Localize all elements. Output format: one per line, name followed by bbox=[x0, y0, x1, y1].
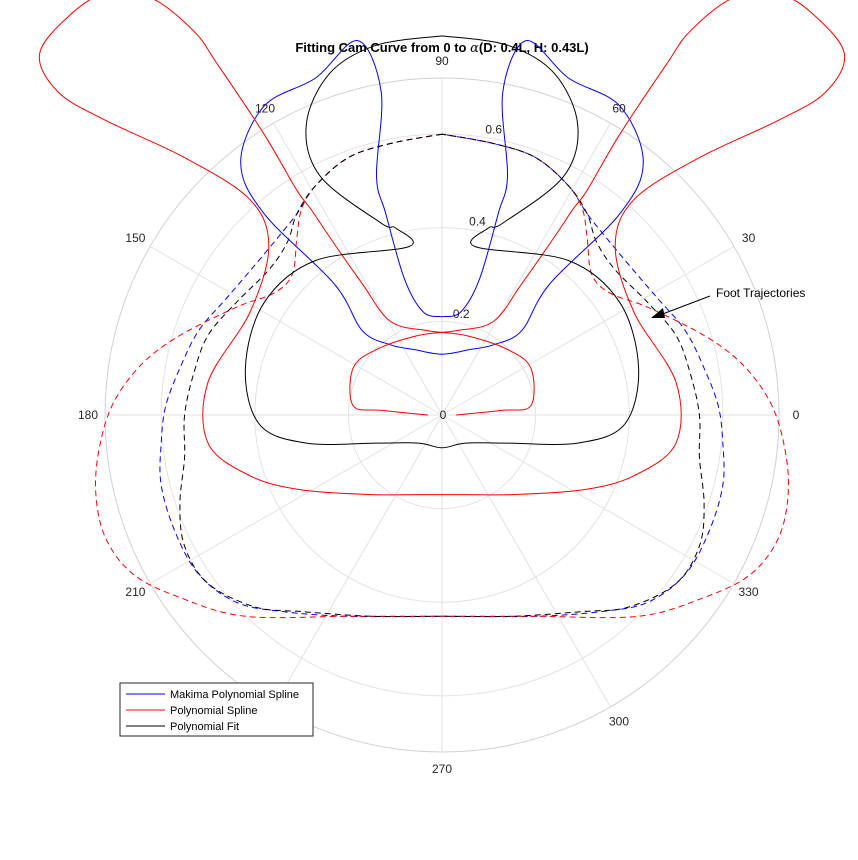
theta-tick-label: 120 bbox=[255, 101, 275, 115]
data-curves bbox=[38, 0, 846, 619]
cam-curve-polynomial-fit bbox=[244, 35, 640, 449]
annotation-arrowhead bbox=[651, 308, 665, 318]
theta-tick-label: 0 bbox=[793, 408, 800, 422]
legend: Makima Polynomial Spline Polynomial Splin… bbox=[119, 682, 314, 737]
theta-tick-label: 90 bbox=[435, 54, 449, 68]
legend-label: Polynomial Fit bbox=[170, 721, 239, 733]
legend-label: Makima Polynomial Spline bbox=[170, 689, 299, 701]
annotation: Foot Trajectories bbox=[651, 286, 805, 318]
theta-tick-label: 330 bbox=[739, 585, 759, 599]
theta-tick-label: 210 bbox=[125, 585, 145, 599]
theta-grid-line bbox=[273, 414, 443, 708]
chart-title: Fitting Cam Curve from 0 to α(D: 0.4L, H… bbox=[295, 40, 588, 56]
r-tick-labels: 0 0.2 0.4 0.6 bbox=[440, 122, 503, 422]
annotation-text: Foot Trajectories bbox=[716, 286, 805, 300]
theta-tick-label: 30 bbox=[742, 231, 756, 245]
theta-grid-line bbox=[273, 122, 443, 416]
cam-curve-makima-polynomial-spline bbox=[240, 40, 644, 355]
r-tick-label: 0.4 bbox=[469, 215, 486, 229]
theta-tick-labels: 0306090120150180210240270300330 bbox=[78, 54, 800, 776]
legend-label: Polynomial Spline bbox=[170, 705, 257, 717]
theta-tick-label: 300 bbox=[609, 715, 629, 729]
theta-grid-line bbox=[441, 122, 611, 416]
theta-tick-label: 60 bbox=[612, 101, 626, 115]
theta-tick-label: 270 bbox=[432, 762, 452, 776]
theta-grid-line bbox=[441, 246, 735, 416]
theta-tick-label: 150 bbox=[125, 231, 145, 245]
r-tick-label: 0.6 bbox=[485, 122, 502, 136]
theta-tick-label: 180 bbox=[78, 408, 98, 422]
r-tick-label: 0.2 bbox=[453, 307, 470, 321]
theta-grid-line bbox=[149, 246, 443, 416]
trajectory-curve-polynomial-spline bbox=[94, 133, 790, 619]
angular-grid bbox=[105, 78, 779, 752]
r-tick-label: 0 bbox=[440, 408, 447, 422]
theta-grid-line bbox=[441, 414, 611, 708]
legend-items: Makima Polynomial Spline Polynomial Splin… bbox=[126, 689, 299, 733]
annotation-arrow-shaft bbox=[659, 295, 711, 316]
cam-curve-polynomial-spline bbox=[38, 0, 846, 496]
